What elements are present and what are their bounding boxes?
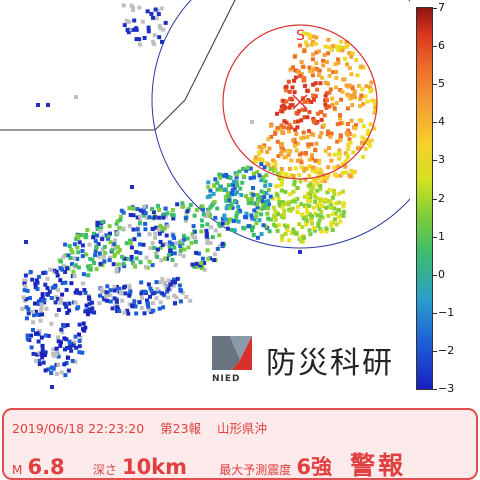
colorbar-tick-mark — [433, 312, 437, 314]
depth-label: 深さ — [92, 463, 117, 477]
s-wave-inner-circle — [222, 24, 378, 180]
depth-value: 10km — [121, 455, 188, 479]
colorbar-tick-mark — [433, 389, 437, 390]
colorbar-tick-label: −3 — [438, 382, 455, 395]
colorbar-tick-label: 4 — [438, 115, 445, 129]
nied-logo: NIED 防災科研 — [206, 330, 416, 390]
colorbar-tick-mark — [433, 350, 437, 352]
magnitude-label: M — [12, 463, 23, 477]
colorbar-tick-mark — [433, 160, 437, 162]
s-wave-outer-circle — [151, 0, 410, 249]
alert-header: 2019/06/18 22:23:20 第23報 山形県沖 — [12, 418, 279, 437]
colorbar-tick-label: 2 — [438, 191, 445, 205]
colorbar-tick-label: −1 — [438, 305, 455, 319]
colorbar-tick-label: 7 — [438, 1, 445, 14]
intensity-colorbar — [416, 7, 433, 390]
logo-name: 防災科研 — [266, 346, 394, 381]
colorbar-tick-mark — [433, 198, 437, 200]
intensity-label: 最大予測震度 — [219, 463, 292, 477]
colorbar-tick-label: 6 — [438, 39, 445, 53]
colorbar-tick-mark — [433, 122, 437, 124]
alert-datetime: 2019/06/18 22:23:20 — [12, 421, 145, 436]
inset-frame-line — [0, 0, 236, 131]
colorbar-tick-label: 3 — [438, 153, 445, 167]
colorbar-tick-label: 0 — [438, 267, 445, 281]
colorbar-tick-label: 1 — [438, 229, 445, 243]
colorbar-tick-label: 5 — [438, 77, 445, 91]
alert-panel: 2019/06/18 22:23:20 第23報 山形県沖 M 6.8 深さ 1… — [2, 408, 478, 480]
colorbar-tick-mark — [433, 84, 437, 86]
alert-region: 山形県沖 — [217, 421, 268, 436]
station-dots — [20, 3, 378, 389]
intensity-value: 6強 — [296, 455, 332, 479]
epicenter-cross-icon — [292, 94, 308, 110]
colorbar-tick-mark — [433, 274, 437, 276]
alert-report-number: 第23報 — [160, 421, 202, 436]
magnitude-value: 6.8 — [27, 455, 65, 479]
colorbar-tick-mark — [433, 46, 437, 48]
nied-logo-icon — [212, 336, 252, 370]
colorbar-tick-mark — [433, 8, 437, 9]
shake-map: S 7 6 5 4 3 2 1 0 −1 −2 −3 NIED 防災科研 — [0, 0, 455, 395]
warning-badge: 警報 — [350, 451, 407, 480]
epicenter-label: S — [296, 28, 305, 44]
logo-abbreviation: NIED — [212, 374, 241, 384]
colorbar-tick-label: −2 — [438, 343, 455, 357]
alert-details: M 6.8 深さ 10km 最大予測震度 6強 警報 — [12, 446, 406, 480]
japan-map: S — [0, 0, 410, 389]
colorbar-tick-mark — [433, 236, 437, 238]
